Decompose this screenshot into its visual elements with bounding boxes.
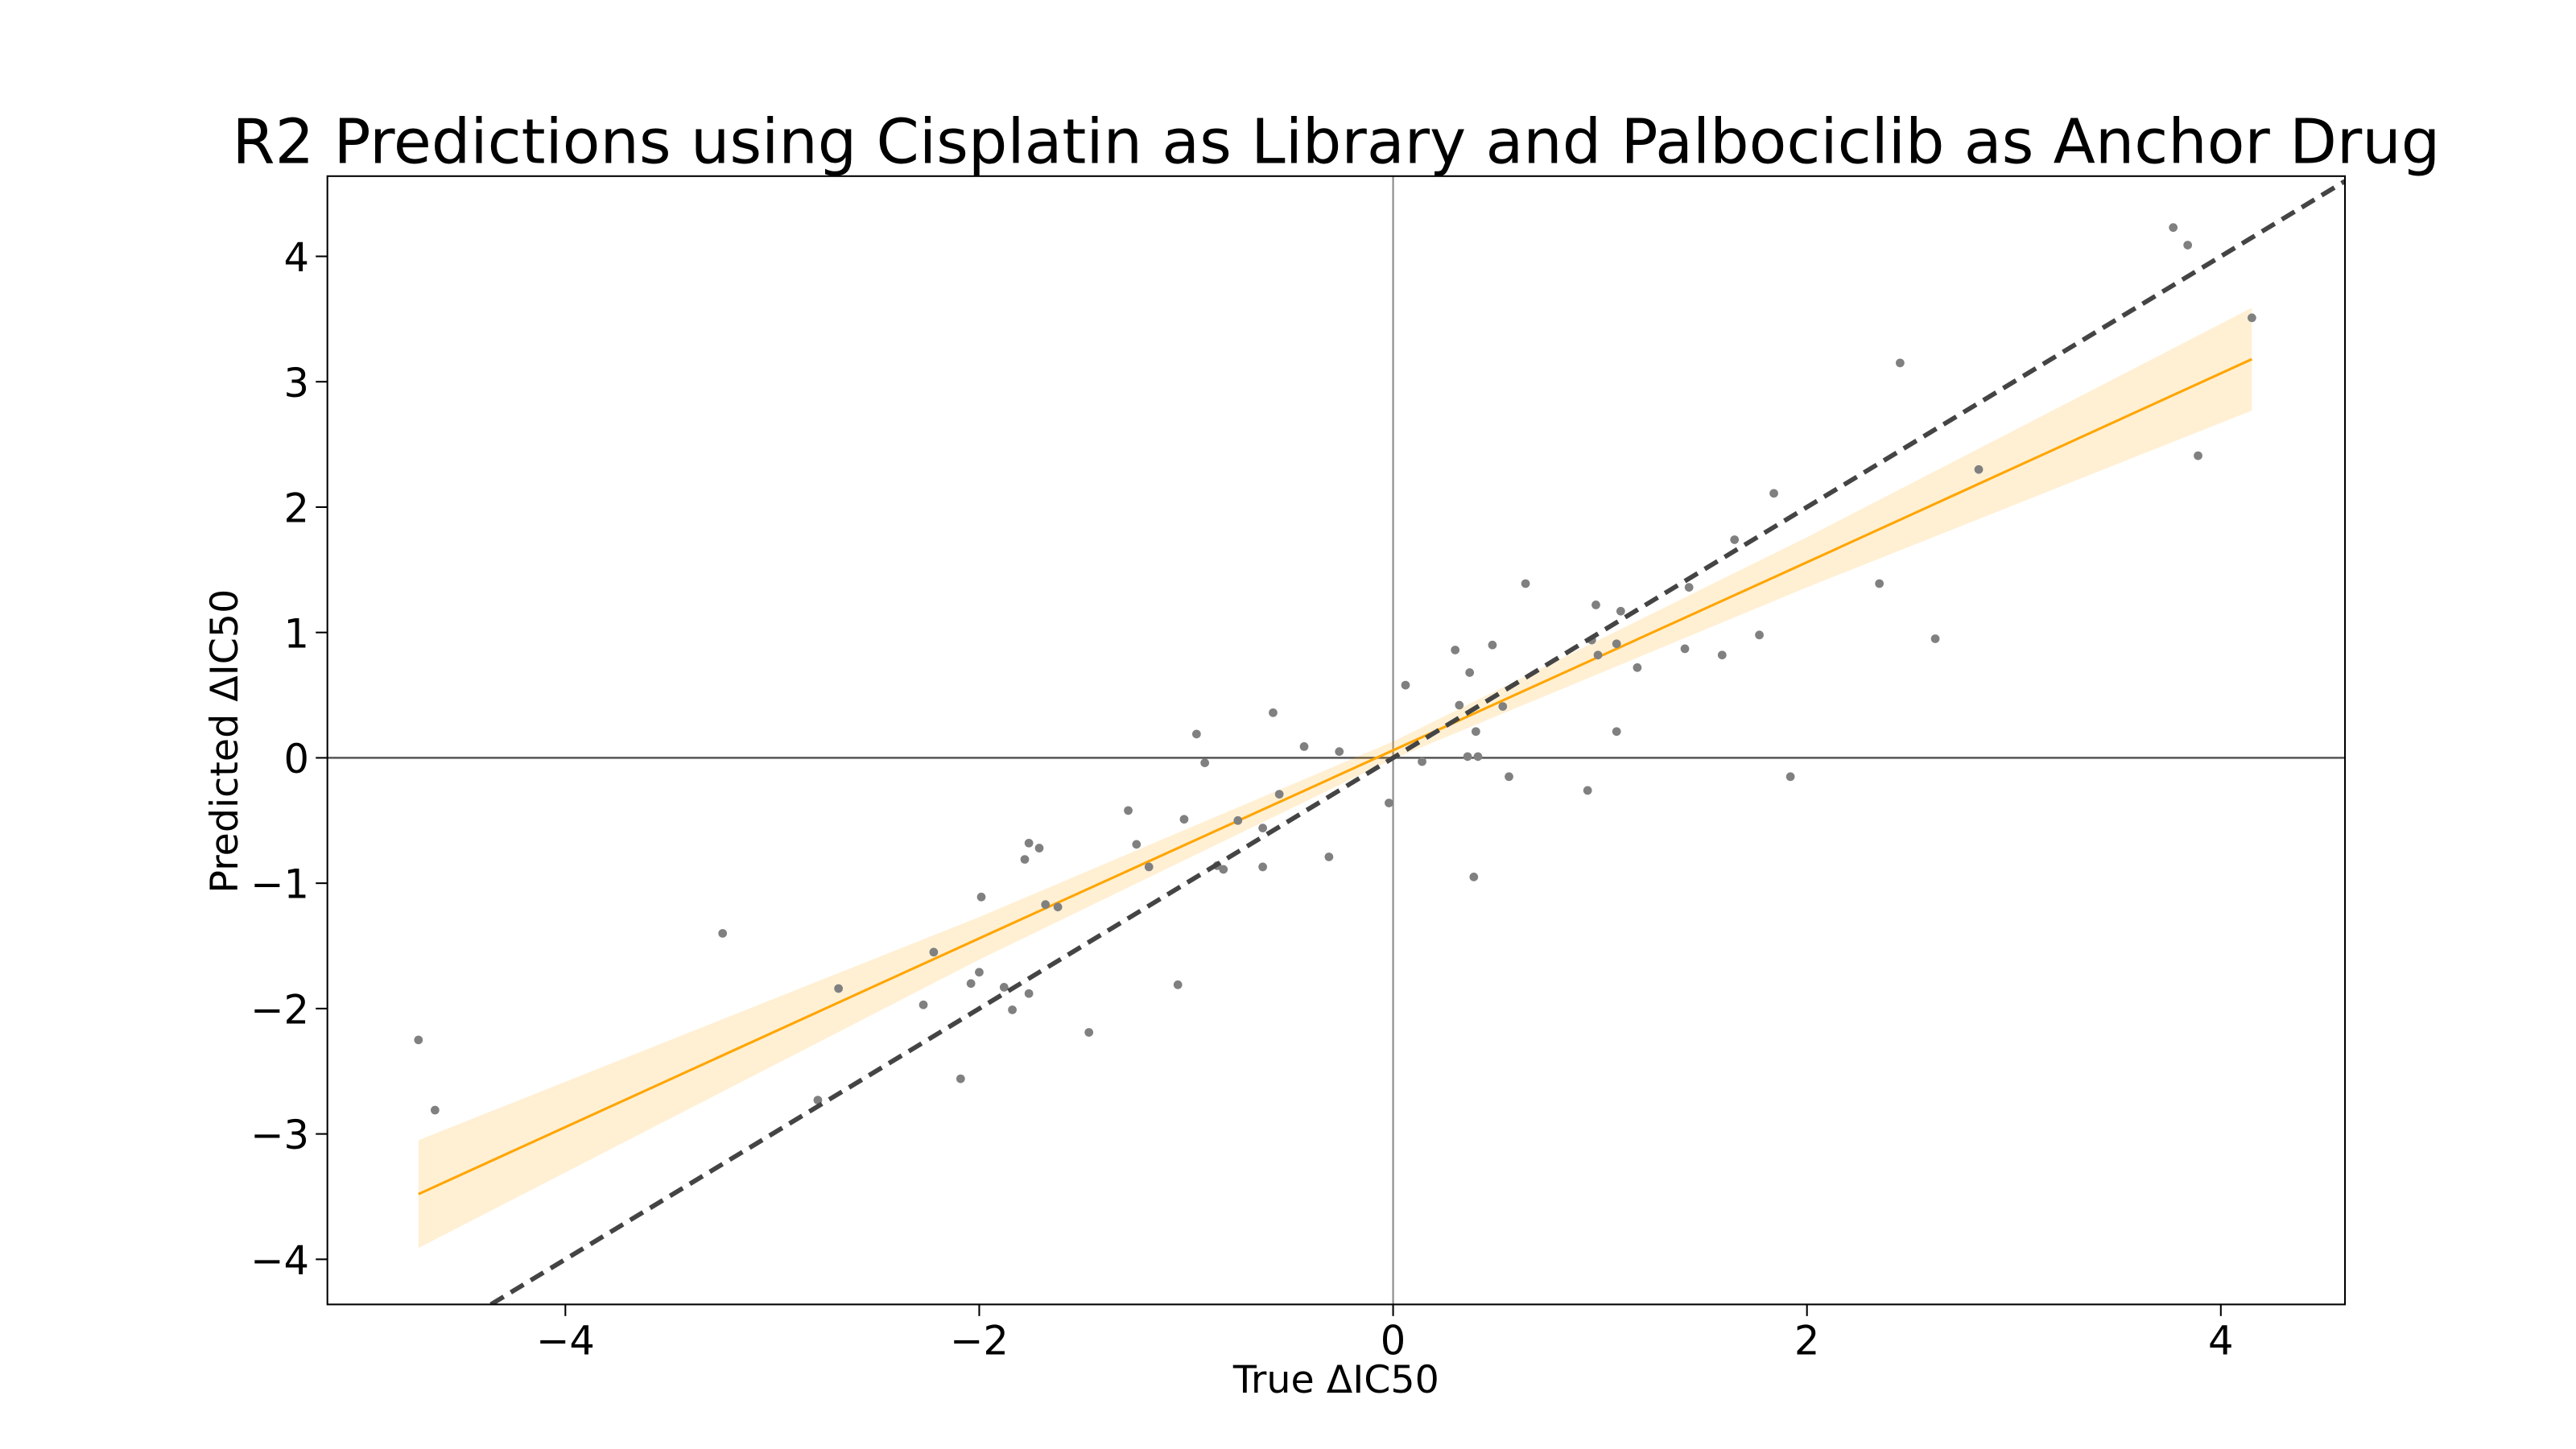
- point: [975, 968, 984, 977]
- y-tick-label: −2: [250, 986, 309, 1033]
- point: [2194, 451, 2202, 460]
- point: [1974, 464, 1984, 474]
- point: [1401, 680, 1410, 690]
- x-tick-label: 4: [2208, 1317, 2234, 1364]
- point: [929, 947, 939, 957]
- y-tick-label: −4: [250, 1237, 309, 1284]
- point: [1488, 640, 1497, 650]
- point: [1451, 646, 1460, 654]
- plot-frame: [326, 175, 2347, 1306]
- point: [976, 892, 986, 902]
- y-axis-label: Predicted ΔIC50: [203, 589, 247, 894]
- y-tick-label: 2: [283, 485, 309, 532]
- point: [1024, 989, 1034, 998]
- point: [1684, 583, 1694, 592]
- y-tick-label: 4: [283, 234, 309, 281]
- point: [1041, 900, 1051, 909]
- point: [1473, 752, 1483, 762]
- point: [1498, 702, 1508, 711]
- point: [1219, 865, 1228, 874]
- point: [1324, 852, 1334, 861]
- point: [718, 929, 728, 938]
- point: [1785, 772, 1795, 782]
- point: [966, 979, 976, 989]
- point: [1680, 644, 1690, 654]
- fit-line: [418, 357, 2252, 1195]
- point: [1034, 844, 1044, 852]
- point: [2247, 313, 2256, 323]
- point: [1612, 639, 1621, 649]
- point: [1469, 872, 1479, 881]
- y-tick-label: 3: [283, 360, 309, 407]
- point: [1930, 634, 1940, 643]
- point: [1717, 650, 1727, 660]
- y-tick-label: −1: [250, 861, 309, 908]
- x-tick-label: −4: [536, 1317, 595, 1364]
- point: [1769, 489, 1778, 498]
- point: [1616, 606, 1625, 616]
- point: [2183, 241, 2193, 250]
- point: [1274, 790, 1284, 799]
- point: [1132, 840, 1141, 849]
- point: [1633, 663, 1642, 672]
- point: [1591, 601, 1600, 609]
- point: [1505, 772, 1513, 782]
- point: [956, 1074, 965, 1084]
- point: [1463, 752, 1472, 762]
- point: [1233, 815, 1243, 825]
- point: [919, 1000, 928, 1009]
- point: [1593, 650, 1603, 660]
- point: [431, 1105, 440, 1115]
- point: [1472, 727, 1480, 737]
- x-tick-label: 2: [1794, 1317, 1820, 1364]
- point: [1583, 786, 1592, 795]
- point: [1895, 358, 1905, 368]
- point: [1024, 838, 1034, 848]
- point: [1385, 799, 1393, 807]
- y-tick-label: −3: [250, 1112, 309, 1158]
- point: [1020, 855, 1030, 864]
- point: [2169, 223, 2178, 233]
- point: [1755, 630, 1764, 640]
- point: [1200, 758, 1210, 768]
- point: [834, 984, 844, 993]
- point: [1730, 535, 1740, 544]
- point: [1124, 806, 1133, 815]
- x-tick-label: 0: [1381, 1317, 1406, 1364]
- chart-title: R2 Predictions using Cisplatin as Librar…: [233, 106, 2441, 178]
- point: [414, 1035, 423, 1045]
- identity-line: [489, 179, 2346, 1305]
- point: [813, 1096, 823, 1104]
- point: [1053, 902, 1063, 912]
- point: [1179, 815, 1189, 824]
- point: [999, 983, 1009, 992]
- point: [1144, 862, 1154, 872]
- point: [1418, 757, 1426, 766]
- point: [1269, 708, 1278, 717]
- point: [1455, 700, 1464, 710]
- point: [1084, 1028, 1094, 1037]
- y-tick-label: 0: [283, 736, 309, 782]
- point: [1299, 742, 1309, 751]
- y-tick-label: 1: [283, 610, 309, 657]
- point: [1008, 1005, 1017, 1014]
- point: [1173, 980, 1183, 989]
- point: [1612, 727, 1621, 737]
- x-axis-label: True ΔIC50: [1232, 1358, 1439, 1402]
- point: [1875, 579, 1885, 588]
- point: [1335, 747, 1344, 756]
- point: [1465, 668, 1475, 677]
- point: [1258, 862, 1267, 872]
- point: [1191, 729, 1201, 739]
- point: [1521, 579, 1530, 588]
- point: [1258, 824, 1267, 832]
- x-tick-label: −2: [950, 1317, 1009, 1364]
